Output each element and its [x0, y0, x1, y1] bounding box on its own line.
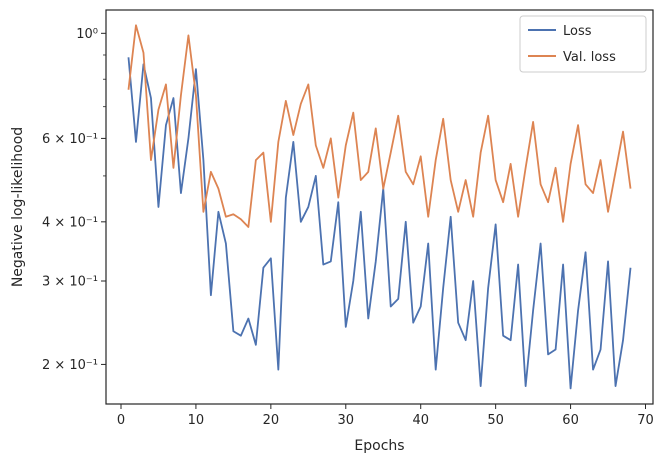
- x-tick-label: 30: [338, 413, 355, 428]
- y-tick-label: 3 × 10⁻¹: [42, 275, 98, 290]
- legend: Loss Val. loss: [519, 15, 647, 73]
- plot-lines: [127, 24, 632, 390]
- x-axis: 0 10 20 30 40 50 60 70: [117, 404, 654, 428]
- y-tick-label: 4 × 10⁻¹: [42, 215, 98, 230]
- y-tick-label: 2 × 10⁻¹: [42, 358, 98, 373]
- x-tick-label: 50: [487, 413, 504, 428]
- y-tick-label: 6 × 10⁻¹: [42, 132, 98, 147]
- x-tick-label: 60: [562, 413, 579, 428]
- x-tick-label: 20: [263, 413, 280, 428]
- series-line-val-loss: [127, 24, 632, 228]
- legend-label-val-loss: Val. loss: [563, 50, 616, 65]
- series-line-loss: [127, 57, 632, 390]
- y-axis: 2 × 10⁻¹ 3 × 10⁻¹ 4 × 10⁻¹ 6 × 10⁻¹ 10⁰: [42, 27, 106, 373]
- plot-frame: [105, 9, 654, 405]
- x-tick-label: 10: [188, 413, 205, 428]
- x-tick-label: 40: [412, 413, 429, 428]
- legend-label-loss: Loss: [563, 24, 592, 39]
- x-axis-title: Epochs: [354, 438, 404, 454]
- y-tick-label: 10⁰: [76, 27, 98, 42]
- x-tick-label: 70: [637, 413, 654, 428]
- x-tick-label: 0: [117, 413, 125, 428]
- y-axis-title: Negative log-likelihood: [10, 127, 26, 287]
